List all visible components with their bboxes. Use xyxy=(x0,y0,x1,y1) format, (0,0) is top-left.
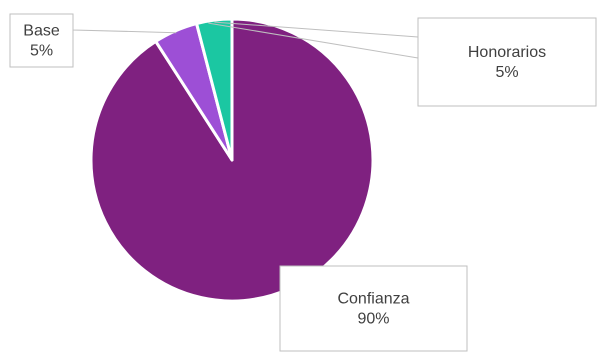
data-label-box-confianza xyxy=(279,265,468,352)
pie-slices xyxy=(89,17,375,303)
data-label-value-base: 5% xyxy=(30,43,53,60)
data-label-value-confianza: 90% xyxy=(357,311,389,328)
leader-line-honorarios-secondary xyxy=(208,22,419,59)
data-label-box-honorarios xyxy=(417,17,597,107)
data-label-box-base xyxy=(9,13,74,68)
data-label-value-honorarios: 5% xyxy=(495,64,518,81)
data-label-callouts: Confianza 90% Base 5% Honorarios 5% xyxy=(9,13,597,352)
data-label-category-honorarios: Honorarios xyxy=(468,44,546,61)
data-label-category-confianza: Confianza xyxy=(337,291,409,308)
data-label-category-base: Base xyxy=(23,23,60,40)
pie-slice-honorarios xyxy=(195,17,234,162)
